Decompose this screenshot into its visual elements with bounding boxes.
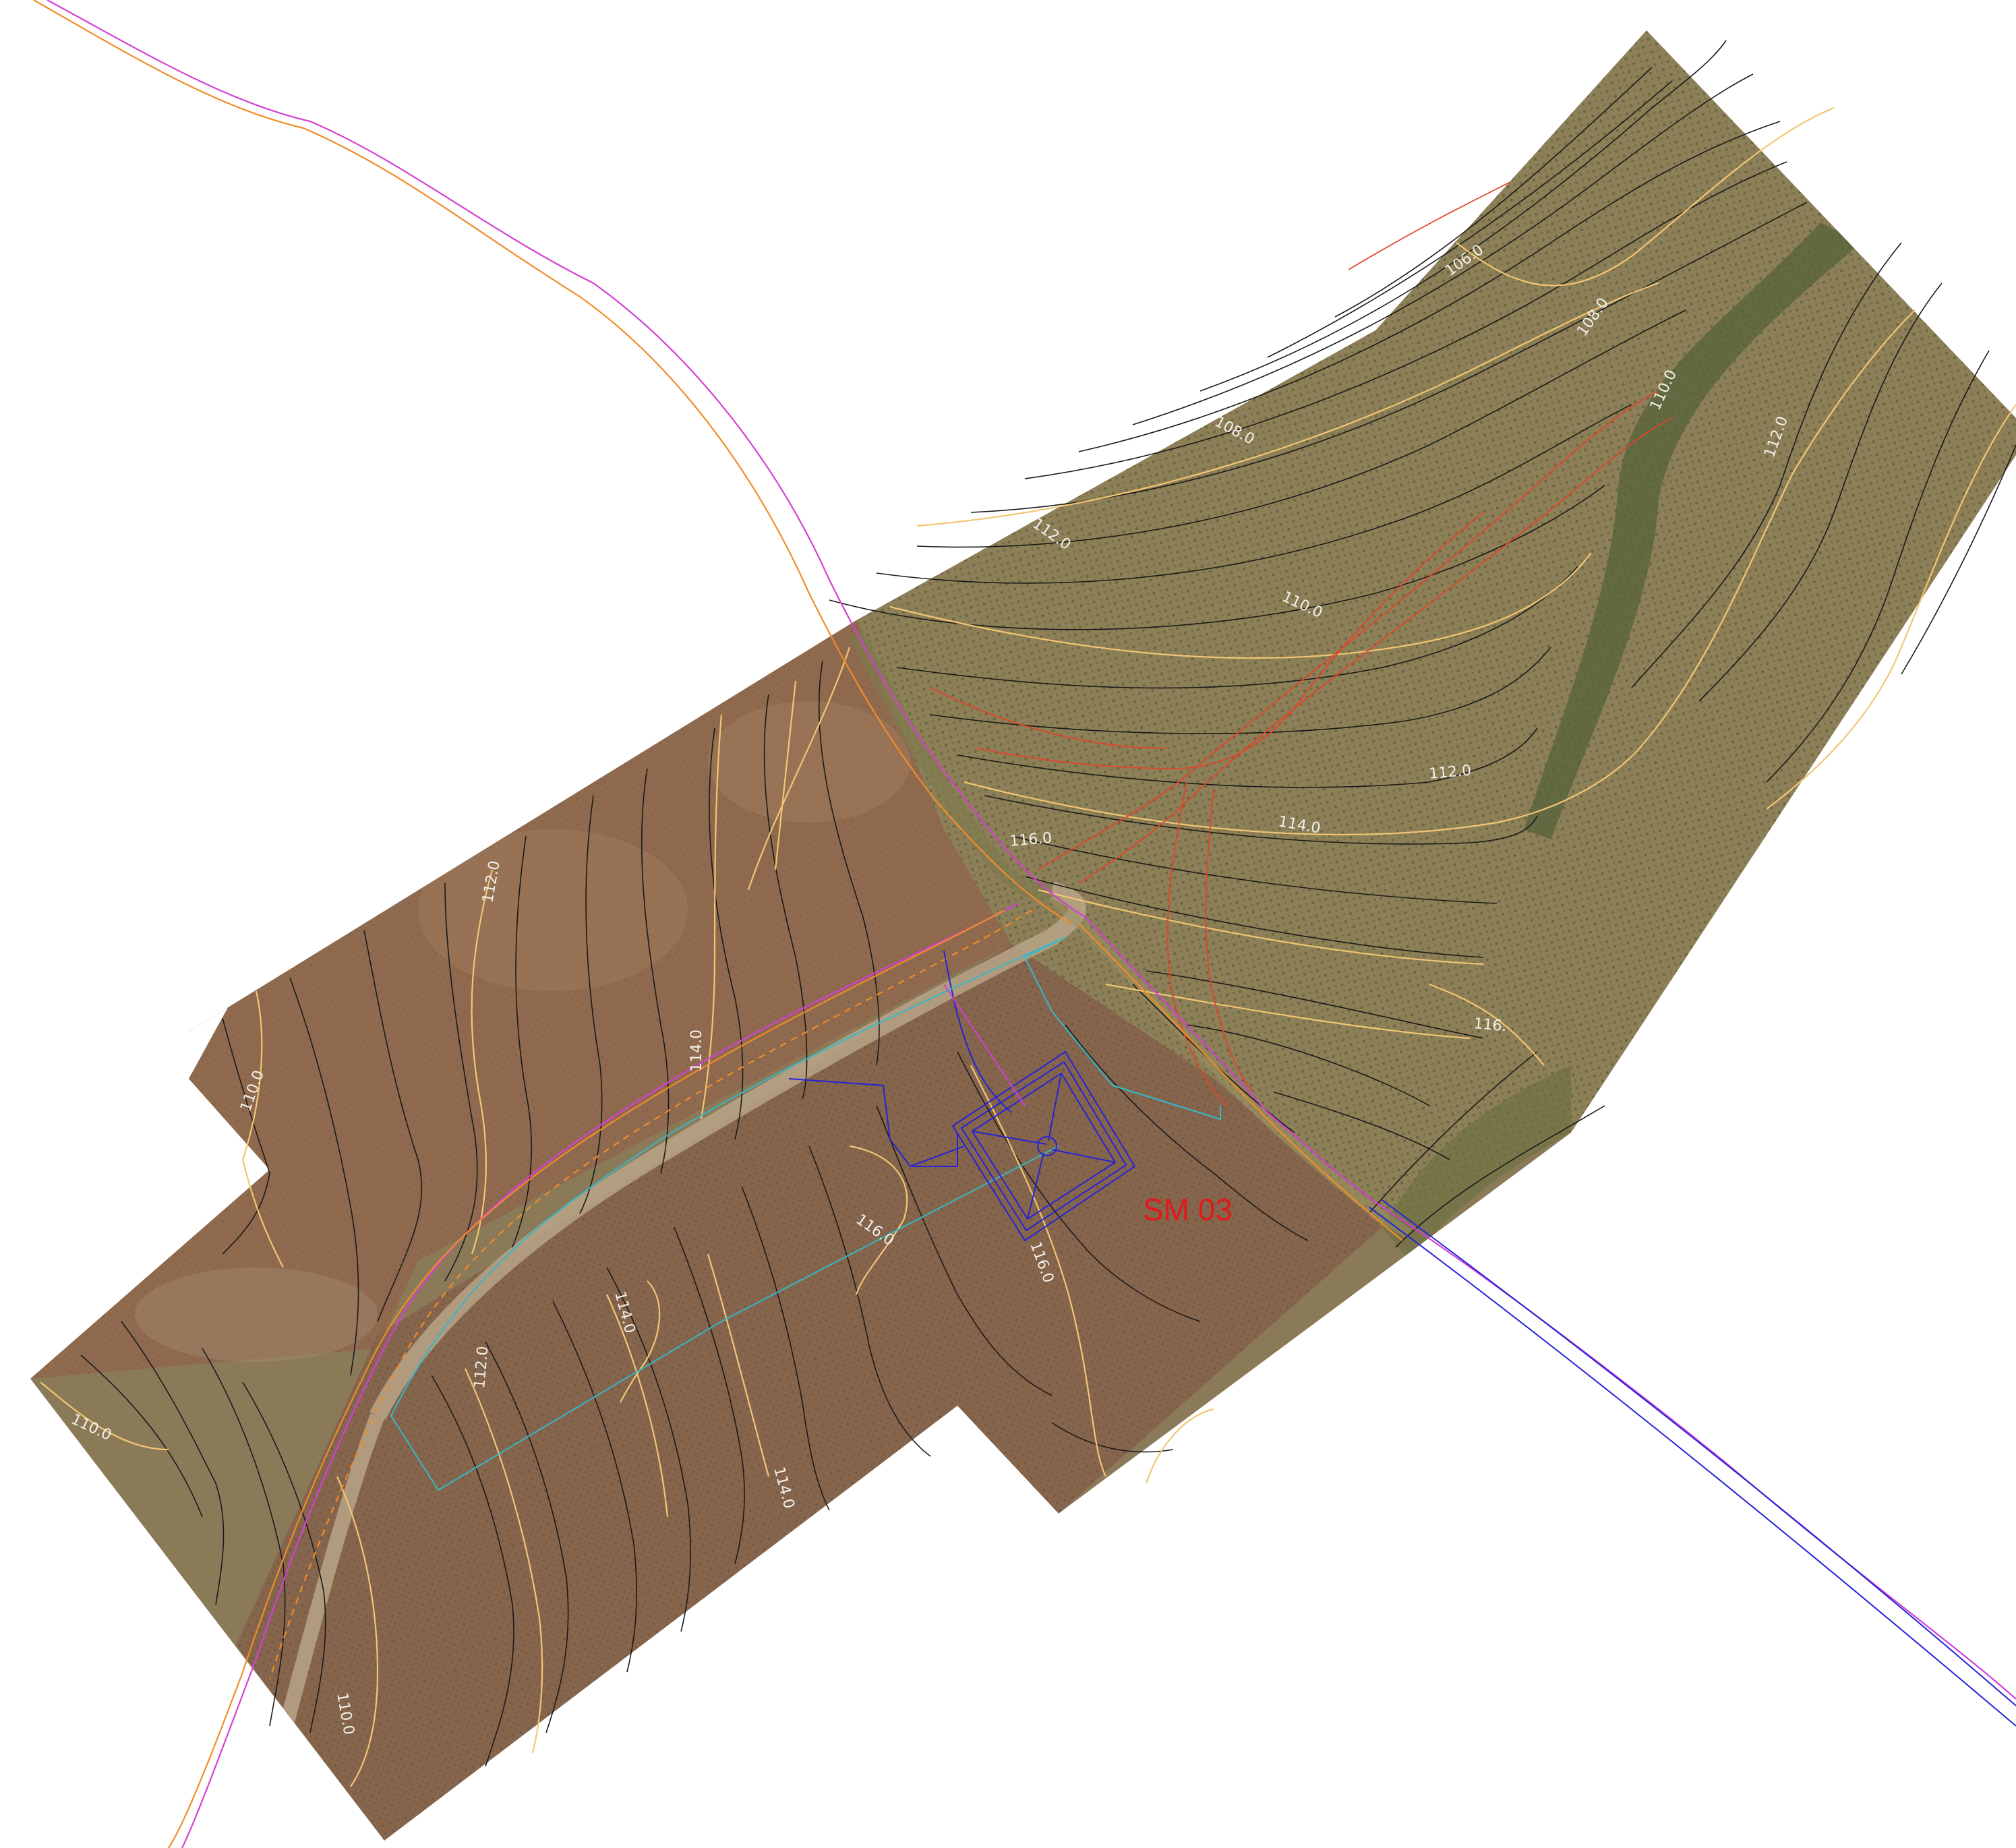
pipeline-corridor: [930, 181, 1673, 1106]
access-line: [943, 984, 1026, 1106]
site-structure: [951, 1050, 1136, 1242]
aerial-photo: [30, 30, 2016, 1841]
riparian-strip: [1524, 222, 1861, 839]
survey-lines: [788, 950, 2016, 1727]
contour-label: 112.0: [1428, 763, 1472, 783]
contour-label: 114.0: [688, 1030, 705, 1072]
contour-label: 116.0: [1009, 830, 1053, 850]
road-alignment: [33, 0, 2016, 1848]
contour-label: 112.0: [471, 1346, 492, 1390]
site-label: SM 03: [1143, 1192, 1233, 1227]
contour-label: 116.: [1473, 1015, 1507, 1035]
parcel-boundary: [390, 936, 1221, 1491]
dirt-road: [369, 881, 1086, 1420]
contour-lines-major: [40, 107, 2016, 1787]
